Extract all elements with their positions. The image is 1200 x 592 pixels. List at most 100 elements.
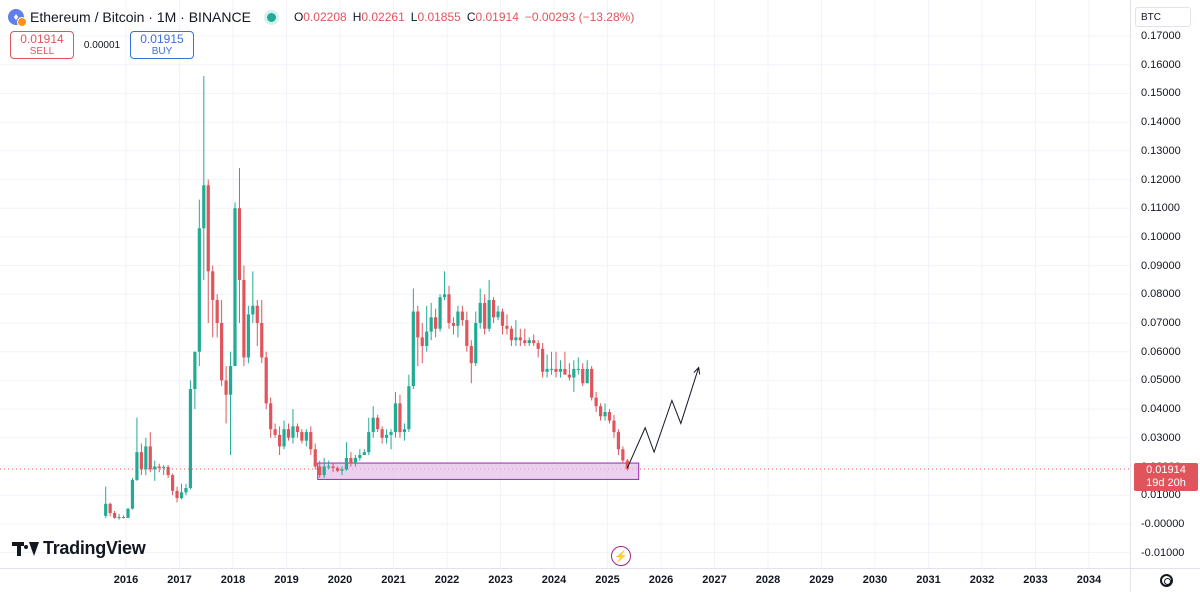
price-tick-label: 0.07000: [1141, 317, 1181, 329]
candle-body: [496, 311, 500, 318]
price-tick-label: -0.01000: [1141, 546, 1185, 559]
price-tick-label: 0.06000: [1141, 345, 1181, 358]
price-tick-label: 0.03000: [1141, 431, 1181, 444]
candle-body: [465, 320, 469, 346]
time-tick-label: 2021: [381, 574, 406, 586]
candle-body: [425, 331, 429, 346]
candle-body: [113, 512, 117, 518]
candle-body: [295, 426, 300, 433]
candle-body: [179, 492, 184, 499]
candle-body: [447, 294, 451, 323]
time-tick-label: 2022: [434, 574, 460, 586]
ohlc-legend: O0.02208 H0.02261 L0.01855 C0.01914 −0.0…: [294, 10, 634, 24]
eth-btc-pair-icon[interactable]: ♦: [8, 9, 27, 27]
price-tick-label: 0.05000: [1141, 374, 1181, 387]
axis-corner: [1130, 568, 1200, 592]
candle-body: [206, 185, 210, 272]
time-tick-label: 2032: [969, 574, 995, 586]
candle-body: [607, 411, 612, 421]
sell-button[interactable]: 0.01914 SELL: [10, 31, 74, 59]
candle-body: [153, 466, 157, 470]
time-tick-label: 2028: [755, 574, 781, 586]
symbol-header: ♦ Ethereum / Bitcoin · 1M · BINANCE O0.0…: [8, 7, 634, 27]
candle-body: [322, 466, 326, 476]
tradingview-logo-text: TradingView: [43, 538, 146, 558]
candle-body: [518, 337, 522, 341]
sell-price: 0.01914: [20, 31, 64, 46]
candle-body: [353, 457, 357, 464]
support-zone-layer: [317, 462, 640, 480]
candle-body: [273, 429, 277, 435]
candle-body: [197, 228, 201, 352]
price-tick-label: 0.17000: [1141, 30, 1181, 42]
candle-body: [260, 323, 264, 358]
candle-body: [157, 466, 161, 468]
candle-body: [233, 208, 237, 367]
price-tick-label: 0.13000: [1141, 144, 1181, 157]
currency-unit-button[interactable]: BTC: [1135, 7, 1191, 27]
candle-body: [130, 479, 135, 509]
time-tick-label: 2016: [113, 574, 139, 586]
candle-body: [340, 469, 344, 471]
price-tick-label: 0.09000: [1141, 259, 1181, 272]
lightning-bolt-icon[interactable]: ⚡: [611, 546, 631, 566]
price-axis[interactable]: BTC 0.17000 0.16000 0.15000 0.14000 0.13000 0…: [1130, 0, 1200, 568]
time-tick-label: 2019: [274, 574, 299, 586]
support-zone-rect: [317, 462, 640, 480]
chart-grid: [0, 0, 1130, 568]
candle-body: [264, 357, 268, 404]
ohlc-low: L0.01855: [410, 10, 461, 24]
ohlc-close: C0.01914: [466, 10, 519, 24]
price-chart-canvas[interactable]: [0, 0, 1130, 568]
market-status-icon[interactable]: [266, 12, 276, 22]
candle-body: [193, 351, 197, 390]
candle-body: [282, 429, 286, 447]
time-tick-label: 2025: [595, 574, 620, 586]
settings-gear-icon[interactable]: [1160, 574, 1173, 587]
candle-body: [367, 432, 371, 453]
tradingview-logo[interactable]: TradingView: [12, 538, 146, 559]
candle-body: [188, 389, 193, 489]
projection-layer: [626, 366, 701, 469]
candle-body: [585, 368, 589, 384]
candles-layer: [104, 76, 629, 520]
price-tick-label: 0.08000: [1141, 288, 1181, 301]
tradingview-logo-icon: [12, 541, 39, 556]
candle-body: [277, 434, 282, 447]
candle-body: [211, 271, 215, 301]
candle-body: [420, 337, 424, 346]
candle-body: [590, 368, 594, 398]
bar-countdown: 19d 20h: [1146, 477, 1186, 489]
candle-body: [429, 317, 433, 332]
symbol-title[interactable]: Ethereum / Bitcoin · 1M · BINANCE: [30, 9, 251, 25]
candle-body: [603, 411, 607, 417]
candle-body: [407, 386, 411, 430]
ohlc-change: −0.00293 (−13.28%): [524, 10, 635, 24]
candle-body: [335, 467, 340, 471]
candle-body: [411, 311, 415, 387]
price-tick-label: 0.04000: [1141, 403, 1181, 416]
candle-body: [500, 311, 505, 326]
ohlc-high: H0.02261: [352, 10, 405, 24]
trade-panel: 0.01914 SELL 0.00001 0.01915 BUY: [10, 31, 194, 59]
candle-body: [478, 302, 482, 323]
candle-body: [442, 294, 447, 298]
candle-body: [384, 434, 389, 438]
candle-body: [344, 457, 349, 470]
candle-body: [572, 368, 576, 378]
candle-body: [358, 455, 362, 458]
candle-body: [616, 432, 621, 450]
candle-body: [514, 337, 518, 341]
candle-body: [545, 368, 549, 372]
price-tick-label: 0.12000: [1141, 173, 1181, 186]
candle-body: [451, 323, 456, 326]
candle-body: [269, 403, 273, 430]
candle-body: [460, 311, 464, 321]
candle-body: [104, 503, 108, 516]
time-axis[interactable]: 2016 2017 2018 2019 2020 2021 2022 2023 2024 2025…: [0, 568, 1130, 592]
candle-body: [117, 517, 121, 519]
candle-body: [309, 432, 313, 450]
candle-body: [554, 368, 558, 372]
buy-button[interactable]: 0.01915 BUY: [130, 31, 194, 59]
candle-body: [144, 446, 148, 470]
